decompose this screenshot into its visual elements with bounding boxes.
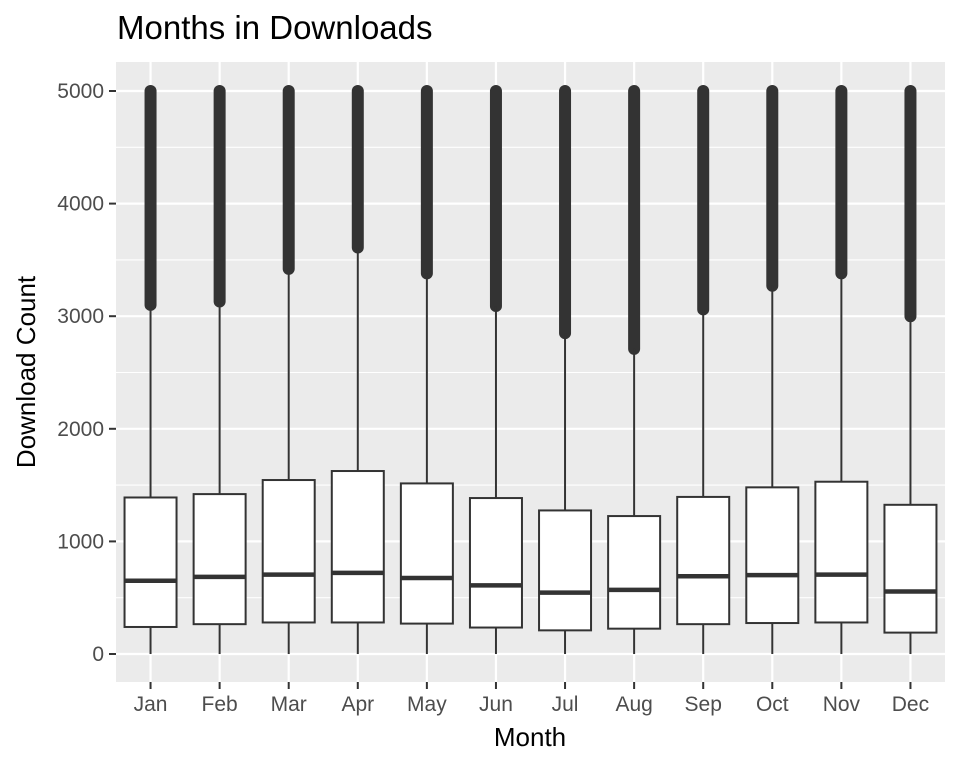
box-iqr <box>123 496 178 628</box>
box-iqr <box>192 493 247 626</box>
box-may <box>399 85 454 654</box>
box-nov <box>814 85 869 654</box>
y-axis-title: Download Count <box>11 275 41 468</box>
box-iqr <box>814 480 869 624</box>
box-feb <box>192 85 247 654</box>
box-iqr <box>607 515 662 630</box>
y-tick-label: 1000 <box>57 530 104 553</box>
box-iqr <box>330 470 385 624</box>
x-tick-label: Jan <box>134 693 168 716</box>
x-axis-title: Month <box>494 722 566 752</box>
box-sep <box>676 85 731 654</box>
x-tick-label: Oct <box>756 693 789 716</box>
box-layer <box>123 85 938 654</box>
x-tick-label: Apr <box>341 693 374 716</box>
box-apr <box>330 85 385 654</box>
x-axis: Jan Feb Mar Apr May Jun Jul Aug Sep Oct Nov Dec <box>134 682 929 716</box>
box-iqr <box>468 497 523 629</box>
box-iqr <box>538 509 593 632</box>
box-aug <box>607 85 662 654</box>
box-jan <box>123 85 178 654</box>
x-tick-label: Dec <box>892 693 929 716</box>
x-tick-label: May <box>407 693 447 716</box>
x-tick-label: Sep <box>685 693 722 716</box>
x-tick-label: Mar <box>271 693 307 716</box>
y-tick-label: 3000 <box>57 305 104 328</box>
box-dec <box>883 85 938 654</box>
x-tick-label: Aug <box>615 693 652 716</box>
box-iqr <box>883 503 938 634</box>
box-oct <box>745 85 800 654</box>
x-tick-label: Jun <box>479 693 513 716</box>
x-tick-label: Feb <box>202 693 238 716</box>
y-axis: 0 1000 2000 3000 4000 5000 <box>57 80 116 666</box>
box-iqr <box>676 495 731 626</box>
y-tick-label: 4000 <box>57 193 104 216</box>
box-jun <box>468 85 523 654</box>
x-tick-label: Nov <box>823 693 861 716</box>
box-iqr <box>261 479 316 624</box>
box-mar <box>261 85 316 654</box>
y-tick-label: 0 <box>92 643 104 666</box>
y-tick-label: 5000 <box>57 80 104 103</box>
chart-title: Months in Downloads <box>117 9 433 46</box>
box-iqr <box>399 482 454 625</box>
box-jul <box>538 85 593 654</box>
x-tick-label: Jul <box>552 693 579 716</box>
y-tick-label: 2000 <box>57 418 104 441</box>
box-iqr <box>745 486 800 625</box>
